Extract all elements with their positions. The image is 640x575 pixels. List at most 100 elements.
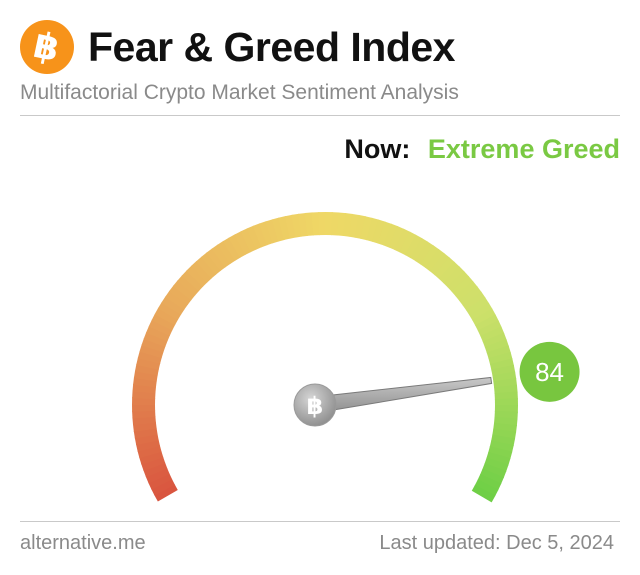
- gauge-arc-segment: [477, 474, 502, 491]
- gauge-arc-segment: [228, 234, 246, 258]
- gauge-arc-segment: [465, 297, 490, 316]
- gauge-arc-segment: [148, 473, 173, 490]
- gauge-arc-segment: [136, 439, 161, 452]
- gauge-arc-segment: [480, 326, 505, 343]
- gauge-arc-segment: [491, 434, 516, 447]
- gauge-arc-segment: [132, 410, 156, 419]
- gauge-needle: [313, 376, 493, 414]
- gauge-arc-segment: [136, 357, 161, 370]
- gauge-arc-segment: [410, 237, 429, 262]
- gauge-arc-segment: [472, 308, 496, 326]
- now-label: Now:: [344, 134, 411, 164]
- gauge-arc-segment: [494, 391, 518, 400]
- gauge-arc-segment: [278, 216, 291, 241]
- gauge-arc-segment: [489, 440, 514, 453]
- gauge-hub: [293, 383, 337, 427]
- gauge-arc-segment: [195, 256, 217, 279]
- gauge-arc-segment: [447, 270, 470, 292]
- gauge-arc-segment: [494, 398, 518, 407]
- gauge-arc-segment: [222, 237, 241, 261]
- gauge-arc-segment: [488, 351, 513, 365]
- last-updated: Last updated: Dec 5, 2024: [379, 532, 614, 554]
- gauge-arc-segment: [154, 484, 178, 502]
- gauge-arc-segment: [399, 231, 417, 256]
- gauge-arc-segment: [443, 266, 465, 288]
- gauge-arc-segment: [137, 445, 162, 459]
- bitcoin-icon: ฿: [307, 392, 324, 420]
- gauge-arc-segment: [360, 216, 373, 241]
- gauge-arc-segment: [494, 384, 518, 395]
- gauge-arc-segment: [429, 252, 450, 276]
- gauge-arc-segment: [151, 478, 175, 496]
- value-badge: [519, 341, 580, 402]
- gauge-arc-segment: [132, 415, 156, 426]
- gauge-arc-segment: [484, 457, 509, 472]
- gauge-arc-segment: [143, 331, 168, 347]
- current-sentiment: Now: Extreme Greed: [344, 134, 620, 165]
- gauge-arc-segment: [177, 275, 200, 296]
- gauge-arc-segment: [145, 467, 170, 484]
- gauge-arc-segment: [157, 301, 182, 320]
- gauge-arc-segment: [486, 345, 511, 359]
- gauge-arc-segment: [489, 358, 514, 371]
- divider-top: [20, 115, 620, 116]
- gauge-arc-segment: [246, 225, 263, 250]
- gauge-arc-segment: [181, 270, 204, 292]
- gauge-arc-segment: [311, 212, 320, 236]
- gauge-arc-segment: [143, 462, 168, 478]
- gauge-arc-segment: [132, 403, 156, 412]
- page-title: Fear & Greed Index: [88, 24, 455, 70]
- gauge-arc-segment: [388, 226, 405, 251]
- gauge-arc-segment: [366, 217, 380, 242]
- gauge-arc-segment: [304, 212, 315, 236]
- gauge-arc-segment: [434, 257, 455, 280]
- gauge-arc-segment: [404, 234, 423, 259]
- gauge-arc-segment: [424, 248, 445, 272]
- gauge-arc-segment: [494, 405, 518, 413]
- gauge-arc-segment: [471, 484, 496, 503]
- gauge-arc-segment: [161, 296, 185, 315]
- gauge-arc-segment: [271, 217, 285, 242]
- gauge-arc-segment: [348, 213, 360, 238]
- gauge-arc-segment: [482, 332, 507, 348]
- gauge-arc-segment: [258, 221, 274, 246]
- gauge-arc-segment: [200, 252, 222, 275]
- gauge-arc-segment: [354, 214, 367, 239]
- gauge-arc-segment: [164, 290, 188, 310]
- gauge-arc-segment: [488, 446, 513, 460]
- gauge-arc-segment: [265, 219, 279, 244]
- gauge-arc-segment: [217, 240, 236, 265]
- gauge-arc-segment: [137, 350, 162, 364]
- gauge-arc-segment: [462, 291, 486, 311]
- now-value: Extreme Greed: [427, 134, 620, 164]
- gauge-arc-segment: [146, 325, 171, 342]
- gauge-arc-segment: [133, 370, 158, 382]
- bitcoin-icon: ฿: [20, 20, 74, 74]
- gauge-arc-segment: [455, 280, 478, 302]
- gauge-arc-segment: [383, 223, 399, 248]
- gauge-arc-segment: [206, 248, 226, 272]
- gauge-arc-segment: [492, 428, 517, 440]
- gauge-arc-segment: [371, 219, 386, 244]
- gauge-arc-segment: [240, 228, 257, 253]
- source-link[interactable]: alternative.me: [20, 532, 146, 554]
- gauge-arc-segment: [154, 307, 179, 326]
- gauge-arc-segment: [458, 286, 482, 306]
- gauge-arc-segment: [484, 338, 509, 354]
- gauge-arc-segment: [134, 363, 159, 376]
- value-badge-text: 84: [535, 357, 564, 387]
- gauge-arc-segment: [318, 212, 327, 236]
- gauge-arc-segment: [234, 231, 252, 255]
- gauge-arc-segment: [486, 451, 511, 466]
- gauge-arc-segment: [474, 479, 499, 497]
- gauge-arc-segment: [325, 212, 333, 236]
- gauge-arc-segment: [141, 338, 166, 353]
- gauge-arc-segment: [420, 244, 440, 268]
- gauge-arc-segment: [141, 456, 166, 472]
- gauge-arc-segment: [151, 313, 176, 331]
- gauge-arc-segment: [451, 275, 474, 297]
- gauge-arc-segment: [438, 261, 460, 284]
- subtitle: Multifactorial Crypto Market Sentiment A…: [20, 81, 459, 104]
- gauge-arc-segment: [168, 285, 192, 306]
